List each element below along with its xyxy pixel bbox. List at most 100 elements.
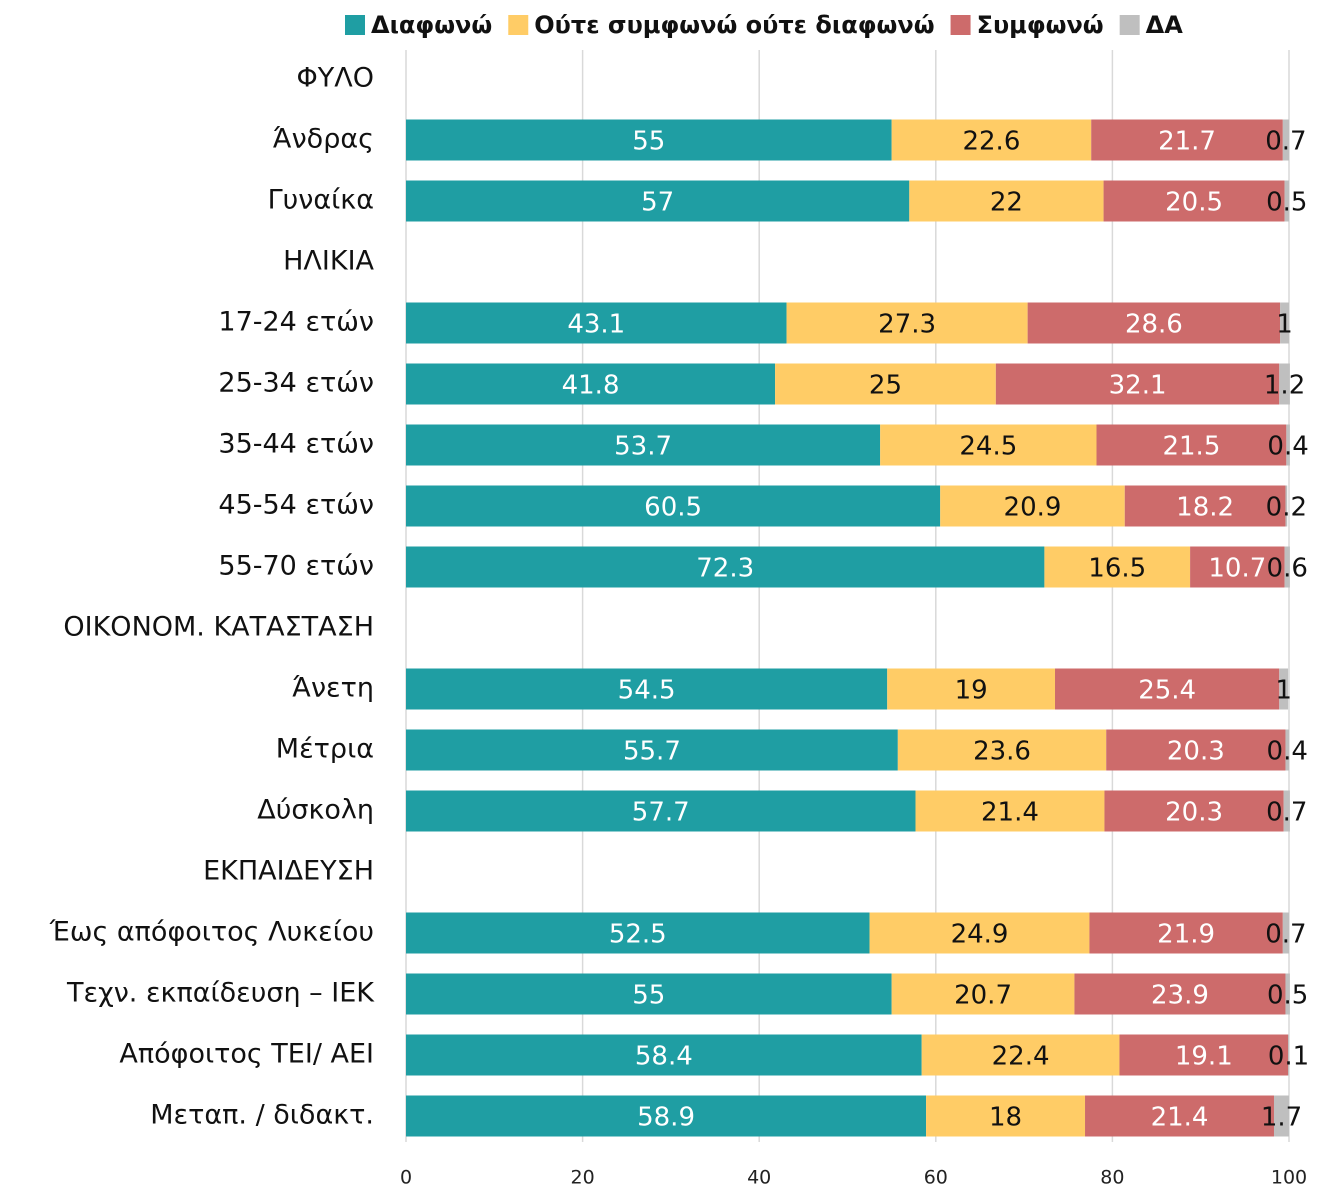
data-label: 55.7 — [623, 737, 681, 767]
data-label: 19 — [955, 676, 988, 706]
bar-segment — [1285, 973, 1290, 1015]
data-label: 60.5 — [644, 493, 702, 523]
bar-segment — [1074, 973, 1286, 1015]
category-label: 55-70 ετών — [218, 551, 374, 582]
category-label: 17-24 ετών — [218, 307, 374, 338]
bar-segment — [1283, 790, 1290, 832]
category-label: ΟΙΚΟΝΟΜ. ΚΑΤΑΣΤΑΣΗ — [63, 612, 374, 643]
data-label: 53.7 — [614, 432, 672, 462]
bar-segment — [1286, 424, 1290, 466]
legend-label: Ούτε συμφωνώ ούτε διαφωνώ — [534, 11, 934, 39]
bar-segment — [1104, 790, 1284, 832]
data-label: 25 — [869, 371, 902, 401]
data-label: 21.5 — [1162, 432, 1220, 462]
data-label: 72.3 — [696, 554, 754, 584]
bar-segment — [1055, 668, 1280, 710]
category-label: Μέτρια — [276, 734, 374, 765]
bar-segment — [1119, 1034, 1289, 1076]
data-label: 1 — [1276, 310, 1293, 340]
data-label: 21.4 — [1151, 1103, 1209, 1133]
bar-segment — [940, 485, 1125, 527]
data-label: 0.4 — [1267, 432, 1308, 462]
data-label: 24.9 — [951, 920, 1009, 950]
bar-segment — [1085, 1095, 1274, 1137]
data-label: 1.7 — [1261, 1103, 1302, 1133]
legend-swatch — [950, 15, 971, 35]
bar-segment — [869, 912, 1090, 954]
bar-segment — [406, 790, 916, 832]
data-label: 0.2 — [1266, 493, 1307, 523]
data-label: 22.4 — [992, 1042, 1050, 1072]
x-tick-label: 80 — [1100, 1167, 1124, 1189]
x-tick-label: 20 — [571, 1167, 595, 1189]
legend-swatch — [508, 15, 529, 35]
bar-segment — [406, 912, 870, 954]
x-tick-label: 100 — [1271, 1167, 1307, 1189]
data-label: 0.7 — [1265, 920, 1306, 950]
bar-segment — [1279, 363, 1290, 405]
data-label: 28.6 — [1125, 310, 1183, 340]
bar-segment — [891, 973, 1075, 1015]
data-label: 57 — [641, 188, 674, 218]
bar-segment — [406, 424, 881, 466]
data-label: 57.7 — [632, 798, 690, 828]
bar-segment — [887, 668, 1056, 710]
category-label: ΦΥΛΟ — [297, 63, 374, 94]
category-label: Μεταπ. / διδακτ. — [150, 1100, 374, 1131]
category-label: Άνετη — [292, 673, 374, 704]
legend-swatch — [345, 15, 365, 35]
data-label: 18 — [989, 1103, 1022, 1133]
bar-segment — [406, 1034, 922, 1076]
bar-segment — [1285, 729, 1289, 771]
legend-label: ΔΑ — [1146, 11, 1184, 39]
data-label: 43.1 — [567, 310, 625, 340]
x-tick-label: 40 — [747, 1167, 771, 1189]
bar-segment — [1089, 912, 1283, 954]
bar-segment — [1096, 424, 1287, 466]
data-label: 20.5 — [1165, 188, 1223, 218]
data-label: 0.5 — [1266, 188, 1307, 218]
bar-segment — [1044, 546, 1191, 588]
category-label: 25-34 ετών — [218, 368, 374, 399]
category-label: 35-44 ετών — [218, 429, 374, 460]
bar-segment — [1190, 546, 1285, 588]
bar-segment — [1103, 180, 1285, 222]
bar-segment — [1279, 668, 1289, 710]
data-label: 0.4 — [1267, 737, 1308, 767]
data-label: 10.7 — [1208, 554, 1266, 584]
bar-segment — [1027, 302, 1281, 344]
data-label: 54.5 — [618, 676, 676, 706]
bar-segment — [1285, 485, 1288, 527]
bar-segment — [406, 485, 941, 527]
x-tick-label: 60 — [924, 1167, 948, 1189]
bar-segment — [995, 363, 1280, 405]
legend-swatch — [1119, 15, 1140, 35]
data-label: 0.6 — [1267, 554, 1308, 584]
bar-segment — [406, 302, 787, 344]
bar-segment — [1124, 485, 1286, 527]
bar-segment — [406, 119, 892, 161]
data-label: 24.5 — [959, 432, 1017, 462]
data-label: 22 — [990, 188, 1023, 218]
data-label: 55 — [632, 981, 665, 1011]
bar-segment — [406, 973, 892, 1015]
data-label: 1.2 — [1264, 371, 1305, 401]
data-label: 32.1 — [1109, 371, 1167, 401]
data-label: 21.9 — [1157, 920, 1215, 950]
bar-segment — [1273, 1095, 1289, 1137]
bar-segment — [915, 790, 1105, 832]
data-label: 41.8 — [562, 371, 620, 401]
data-label: 0.7 — [1266, 798, 1307, 828]
data-label: 52.5 — [609, 920, 667, 950]
bar-segment — [406, 668, 888, 710]
data-label: 0.5 — [1267, 981, 1308, 1011]
category-label: ΗΛΙΚΙΑ — [283, 246, 374, 277]
data-label: 23.9 — [1151, 981, 1209, 1011]
data-label: 58.4 — [635, 1042, 693, 1072]
bar-segment — [909, 180, 1104, 222]
category-label: 45-54 ετών — [218, 490, 374, 521]
legend-label: Διαφωνώ — [371, 11, 492, 39]
bar-segment — [1280, 302, 1289, 344]
category-label: Γυναίκα — [268, 185, 374, 216]
data-label: 20.9 — [1004, 493, 1062, 523]
